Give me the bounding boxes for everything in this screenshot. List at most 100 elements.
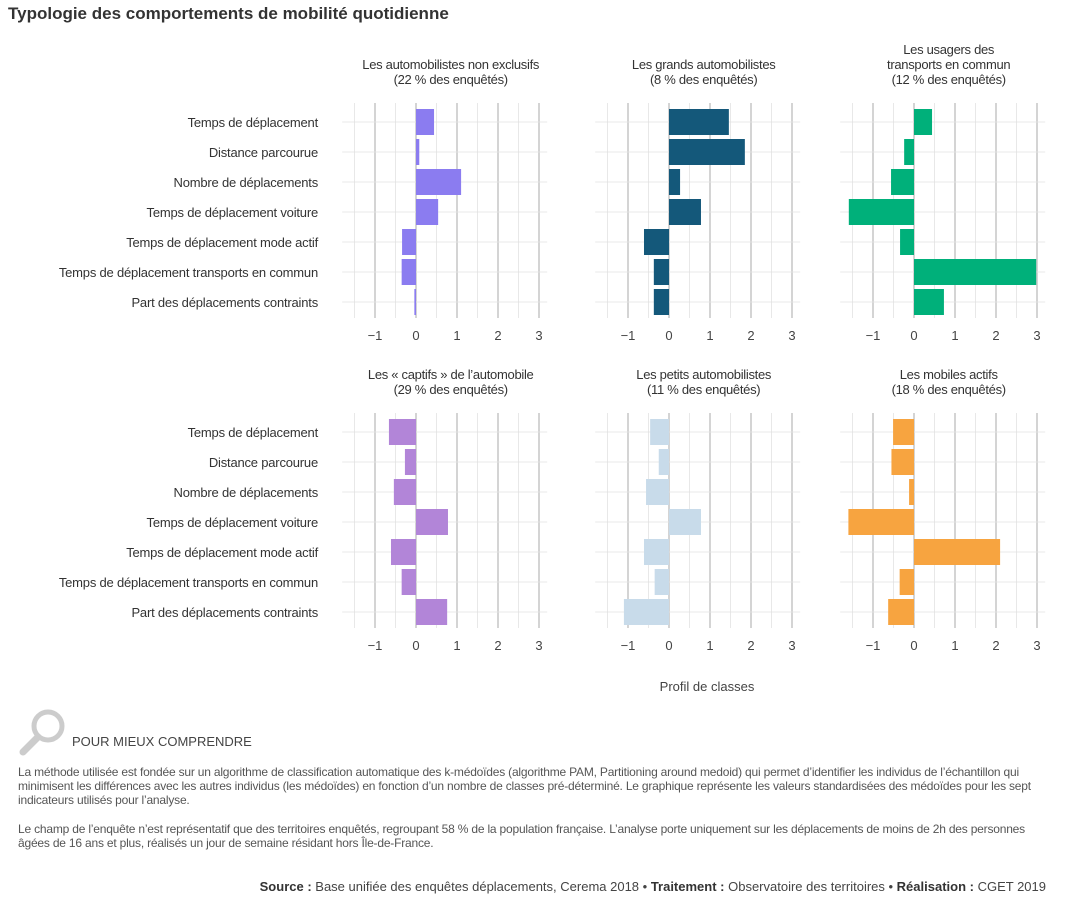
bar bbox=[390, 539, 416, 565]
page-title: Typologie des comportements de mobilité … bbox=[8, 4, 449, 23]
x-tick-label: 3 bbox=[535, 328, 542, 343]
category-label: Temps de déplacement transports en commu… bbox=[59, 575, 318, 590]
bar bbox=[646, 479, 669, 505]
chart-area: −1 0 1 2 3 Les automobilistes non exclusifs(2… bbox=[59, 42, 1046, 694]
x-tick-label: 2 bbox=[747, 328, 754, 343]
category-label: Temps de déplacement bbox=[188, 425, 319, 440]
category-label: Temps de déplacement mode actif bbox=[126, 545, 318, 560]
bar bbox=[643, 539, 669, 565]
bar bbox=[416, 599, 448, 625]
bar bbox=[388, 419, 416, 445]
panel-title: (18 % des enquêtés) bbox=[892, 382, 1006, 397]
x-tick-label: 1 bbox=[453, 328, 460, 343]
bar bbox=[891, 449, 914, 475]
category-label: Part des déplacements contraints bbox=[131, 605, 318, 620]
category-label: Distance parcourue bbox=[209, 455, 318, 470]
category-label: Temps de déplacement mode actif bbox=[126, 235, 318, 250]
treatment-label: Traitement : bbox=[650, 879, 725, 894]
x-tick-label: −1 bbox=[368, 328, 383, 343]
bar bbox=[669, 509, 701, 535]
panel-title: Les petits automobilistes bbox=[636, 367, 772, 382]
bar bbox=[914, 539, 1001, 565]
bar bbox=[900, 229, 914, 255]
x-tick-label: 0 bbox=[910, 328, 917, 343]
category-label: Temps de déplacement transports en commu… bbox=[59, 265, 318, 280]
bar bbox=[416, 169, 462, 195]
bar bbox=[909, 479, 914, 505]
x-tick-label: 2 bbox=[747, 638, 754, 653]
bar bbox=[416, 139, 420, 165]
credit-label: Réalisation : bbox=[896, 879, 974, 894]
treatment-text: Observatoire des territoires • bbox=[724, 879, 897, 894]
bar bbox=[669, 139, 745, 165]
panel-title: Les automobilistes non exclusifs bbox=[362, 57, 540, 72]
bar bbox=[401, 569, 416, 595]
x-tick-label: −1 bbox=[621, 328, 636, 343]
x-tick-label: −1 bbox=[368, 638, 383, 653]
x-tick-label: −1 bbox=[621, 638, 636, 653]
bar bbox=[914, 109, 933, 135]
bar bbox=[401, 259, 416, 285]
x-tick-label: 3 bbox=[1033, 328, 1040, 343]
x-tick-label: 2 bbox=[494, 328, 501, 343]
bar bbox=[416, 109, 435, 135]
category-label: Temps de déplacement voiture bbox=[147, 515, 318, 530]
bar bbox=[904, 139, 914, 165]
category-label: Distance parcourue bbox=[209, 145, 318, 160]
bar bbox=[848, 199, 914, 225]
bar bbox=[891, 169, 914, 195]
notes-paragraph-scope: Le champ de l’enquête n’est représentati… bbox=[18, 822, 1025, 850]
bar bbox=[893, 419, 914, 445]
x-tick-label: −1 bbox=[866, 638, 881, 653]
notes-heading: POUR MIEUX COMPRENDRE bbox=[72, 734, 252, 749]
category-label: Temps de déplacement voiture bbox=[147, 205, 318, 220]
bar bbox=[404, 449, 416, 475]
x-tick-label: 1 bbox=[706, 638, 713, 653]
bar bbox=[414, 289, 416, 315]
magnifier-icon bbox=[19, 709, 65, 756]
panel-title: Les usagers des bbox=[903, 42, 995, 57]
x-tick-label: 2 bbox=[992, 328, 999, 343]
bar bbox=[650, 419, 669, 445]
x-tick-label: 0 bbox=[665, 328, 672, 343]
bar bbox=[654, 569, 669, 595]
bar bbox=[393, 479, 416, 505]
x-tick-label: 0 bbox=[910, 638, 917, 653]
x-axis-label: Profil de classes bbox=[660, 679, 755, 694]
panel-title: (8 % des enquêtés) bbox=[650, 72, 757, 87]
panel-title: Les grands automobilistes bbox=[632, 57, 776, 72]
bar bbox=[643, 229, 669, 255]
x-tick-label: 1 bbox=[706, 328, 713, 343]
panel-title: Les « captifs » de l’automobile bbox=[368, 367, 534, 382]
category-label: Nombre de déplacements bbox=[174, 175, 319, 190]
bar bbox=[653, 289, 669, 315]
bar bbox=[888, 599, 914, 625]
panel-title: Les mobiles actifs bbox=[900, 367, 999, 382]
x-tick-label: 1 bbox=[951, 328, 958, 343]
source-label: Source : bbox=[259, 879, 312, 894]
bar bbox=[416, 199, 439, 225]
x-tick-label: 3 bbox=[1033, 638, 1040, 653]
x-tick-label: 1 bbox=[951, 638, 958, 653]
bar bbox=[623, 599, 669, 625]
bar bbox=[416, 509, 448, 535]
x-tick-label: 3 bbox=[788, 328, 795, 343]
panel-title: (12 % des enquêtés) bbox=[892, 72, 1006, 87]
category-label: Temps de déplacement bbox=[188, 115, 319, 130]
x-tick-label: 3 bbox=[535, 638, 542, 653]
panel-title: (11 % des enquêtés) bbox=[647, 382, 760, 397]
bar bbox=[914, 289, 944, 315]
x-tick-label: 1 bbox=[453, 638, 460, 653]
x-tick-label: 0 bbox=[412, 638, 419, 653]
x-tick-label: 2 bbox=[992, 638, 999, 653]
bar bbox=[658, 449, 669, 475]
bar bbox=[402, 229, 416, 255]
credit-text: CGET 2019 bbox=[973, 879, 1046, 894]
x-tick-label: 0 bbox=[665, 638, 672, 653]
bar bbox=[653, 259, 669, 285]
category-label: Nombre de déplacements bbox=[174, 485, 319, 500]
panel-title: (22 % des enquêtés) bbox=[394, 72, 508, 87]
x-tick-label: 3 bbox=[788, 638, 795, 653]
source-line: Source : Base unifiée des enquêtes dépla… bbox=[260, 879, 1046, 894]
